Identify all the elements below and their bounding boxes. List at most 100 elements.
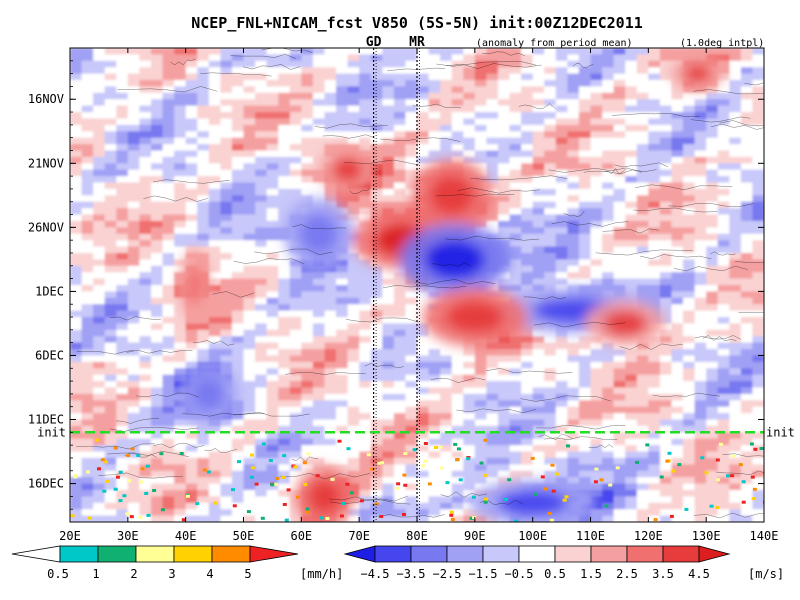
field-cell bbox=[301, 150, 314, 158]
field-cell bbox=[440, 457, 453, 465]
field-cell bbox=[451, 483, 464, 491]
contour-line bbox=[212, 291, 255, 298]
field-cell bbox=[729, 118, 742, 126]
field-cell bbox=[243, 425, 256, 433]
field-cell bbox=[151, 329, 164, 337]
field-cell bbox=[683, 272, 696, 280]
field-cell bbox=[451, 400, 464, 408]
field-cell bbox=[243, 182, 256, 190]
field-cell bbox=[336, 336, 349, 344]
field-cell bbox=[151, 169, 164, 177]
field-cell bbox=[116, 54, 129, 62]
field-cell bbox=[312, 124, 326, 132]
field-cell bbox=[602, 387, 615, 395]
field-cell bbox=[162, 214, 175, 222]
precip-cell bbox=[125, 512, 130, 516]
field-cell bbox=[324, 445, 337, 453]
precip-cell bbox=[753, 447, 758, 451]
field-cell bbox=[197, 144, 210, 152]
field-cell bbox=[278, 246, 291, 254]
field-cell bbox=[590, 425, 603, 433]
field-cell bbox=[243, 329, 256, 337]
field-cell bbox=[405, 336, 418, 344]
field-cell bbox=[590, 54, 603, 62]
field-cell bbox=[104, 86, 117, 94]
field-cell bbox=[359, 272, 372, 280]
field-cell bbox=[544, 182, 557, 190]
field-cell bbox=[463, 105, 476, 113]
field-cell bbox=[151, 310, 164, 318]
field-cell bbox=[486, 374, 499, 382]
field-cell bbox=[151, 336, 164, 344]
field-cell bbox=[544, 368, 557, 376]
field-cell bbox=[532, 105, 545, 113]
field-cell bbox=[393, 381, 407, 389]
field-cell bbox=[151, 272, 164, 280]
field-cell bbox=[93, 425, 106, 433]
field-cell bbox=[243, 368, 256, 376]
field-cell bbox=[440, 48, 453, 55]
field-cell bbox=[174, 253, 187, 260]
field-cell bbox=[266, 265, 279, 273]
field-cell bbox=[451, 124, 464, 132]
field-cell bbox=[717, 92, 730, 100]
field-cell bbox=[521, 54, 534, 62]
field-cell bbox=[174, 220, 187, 228]
field-cell bbox=[636, 406, 649, 414]
field-cell bbox=[463, 99, 476, 107]
field-cell bbox=[255, 208, 268, 216]
field-cell bbox=[417, 124, 430, 132]
field-cell bbox=[197, 515, 210, 522]
field-cell bbox=[382, 515, 395, 522]
field-cell bbox=[532, 169, 545, 177]
field-cell bbox=[116, 259, 129, 267]
field-cell bbox=[81, 214, 94, 222]
field-cell bbox=[509, 227, 522, 235]
field-cell bbox=[116, 86, 129, 94]
field-cell bbox=[231, 240, 245, 248]
field-cell bbox=[590, 105, 603, 113]
field-cell bbox=[555, 182, 568, 190]
field-cell bbox=[671, 118, 684, 126]
field-cell bbox=[683, 124, 696, 132]
precip-cell bbox=[345, 482, 350, 486]
field-cell bbox=[347, 361, 360, 369]
field-cell bbox=[694, 470, 707, 478]
field-cell bbox=[289, 156, 302, 164]
field-cell bbox=[625, 406, 638, 414]
field-cell bbox=[185, 240, 198, 248]
field-cell bbox=[359, 425, 372, 433]
field-cell bbox=[717, 317, 730, 324]
field-cell bbox=[243, 502, 256, 510]
field-cell bbox=[451, 342, 464, 350]
contour-line bbox=[544, 436, 618, 441]
field-cell bbox=[463, 490, 476, 497]
field-cell bbox=[717, 272, 730, 280]
field-cell bbox=[567, 387, 580, 395]
field-cell bbox=[301, 361, 314, 369]
field-cell bbox=[602, 54, 615, 62]
field-cell bbox=[405, 368, 418, 376]
field-cell bbox=[174, 240, 187, 248]
field-cell bbox=[625, 156, 638, 164]
field-cell bbox=[578, 265, 592, 273]
field-cell bbox=[498, 112, 511, 120]
field-cell bbox=[70, 182, 83, 190]
field-cell bbox=[255, 425, 268, 433]
precip-cell bbox=[325, 517, 330, 520]
field-cell bbox=[289, 310, 302, 318]
field-cell bbox=[463, 54, 476, 62]
field-cell bbox=[359, 259, 372, 267]
field-cell bbox=[255, 419, 268, 427]
field-cell bbox=[347, 105, 360, 113]
field-cell bbox=[555, 406, 568, 414]
field-cell bbox=[567, 169, 580, 177]
field-cell bbox=[463, 451, 476, 459]
field-cell bbox=[93, 445, 106, 453]
field-cell bbox=[289, 131, 302, 139]
field-cell bbox=[509, 374, 522, 382]
field-cell bbox=[486, 470, 499, 478]
x-axis: 20E 30E 40E 50E 60E 70E 80E 90E 100E 110E 120E 130E… bbox=[59, 48, 778, 543]
field-cell bbox=[532, 387, 545, 395]
field-cell bbox=[336, 201, 349, 209]
